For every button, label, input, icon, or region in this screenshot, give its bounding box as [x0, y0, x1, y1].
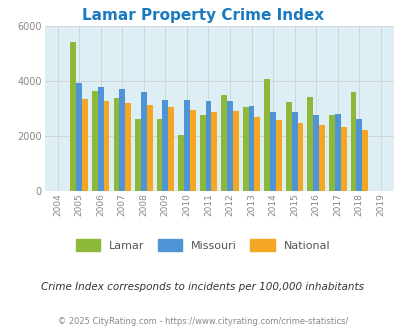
Bar [199, 115, 205, 191]
Bar [162, 100, 168, 191]
Bar [275, 120, 281, 191]
Bar [190, 110, 195, 191]
Bar [92, 91, 98, 191]
Bar [226, 101, 232, 191]
Bar [270, 112, 275, 191]
Bar [264, 79, 270, 191]
Bar [328, 115, 334, 191]
Bar [98, 87, 103, 191]
Bar [70, 42, 76, 191]
Bar [113, 98, 119, 191]
Bar [156, 119, 162, 191]
Bar [221, 95, 226, 191]
Bar [205, 101, 211, 191]
Bar [232, 112, 238, 191]
Bar [285, 102, 291, 191]
Bar [291, 112, 297, 191]
Bar [350, 92, 356, 191]
Bar [76, 82, 82, 191]
Bar [135, 119, 141, 191]
Bar [119, 88, 125, 191]
Bar [141, 92, 146, 191]
Bar [313, 115, 318, 191]
Text: Lamar Property Crime Index: Lamar Property Crime Index [82, 8, 323, 23]
Bar [361, 130, 367, 191]
Bar [254, 116, 260, 191]
Bar [242, 107, 248, 191]
Bar [183, 100, 190, 191]
Legend: Lamar, Missouri, National: Lamar, Missouri, National [71, 235, 334, 255]
Bar [248, 106, 254, 191]
Bar [356, 119, 361, 191]
Bar [146, 105, 152, 191]
Bar [103, 101, 109, 191]
Bar [211, 112, 217, 191]
Bar [297, 123, 303, 191]
Bar [82, 99, 87, 191]
Bar [318, 125, 324, 191]
Bar [125, 103, 131, 191]
Bar [334, 114, 340, 191]
Bar [307, 97, 313, 191]
Bar [168, 107, 174, 191]
Bar [340, 126, 345, 191]
Text: © 2025 CityRating.com - https://www.cityrating.com/crime-statistics/: © 2025 CityRating.com - https://www.city… [58, 317, 347, 326]
Text: Crime Index corresponds to incidents per 100,000 inhabitants: Crime Index corresponds to incidents per… [41, 282, 364, 292]
Bar [178, 135, 183, 191]
